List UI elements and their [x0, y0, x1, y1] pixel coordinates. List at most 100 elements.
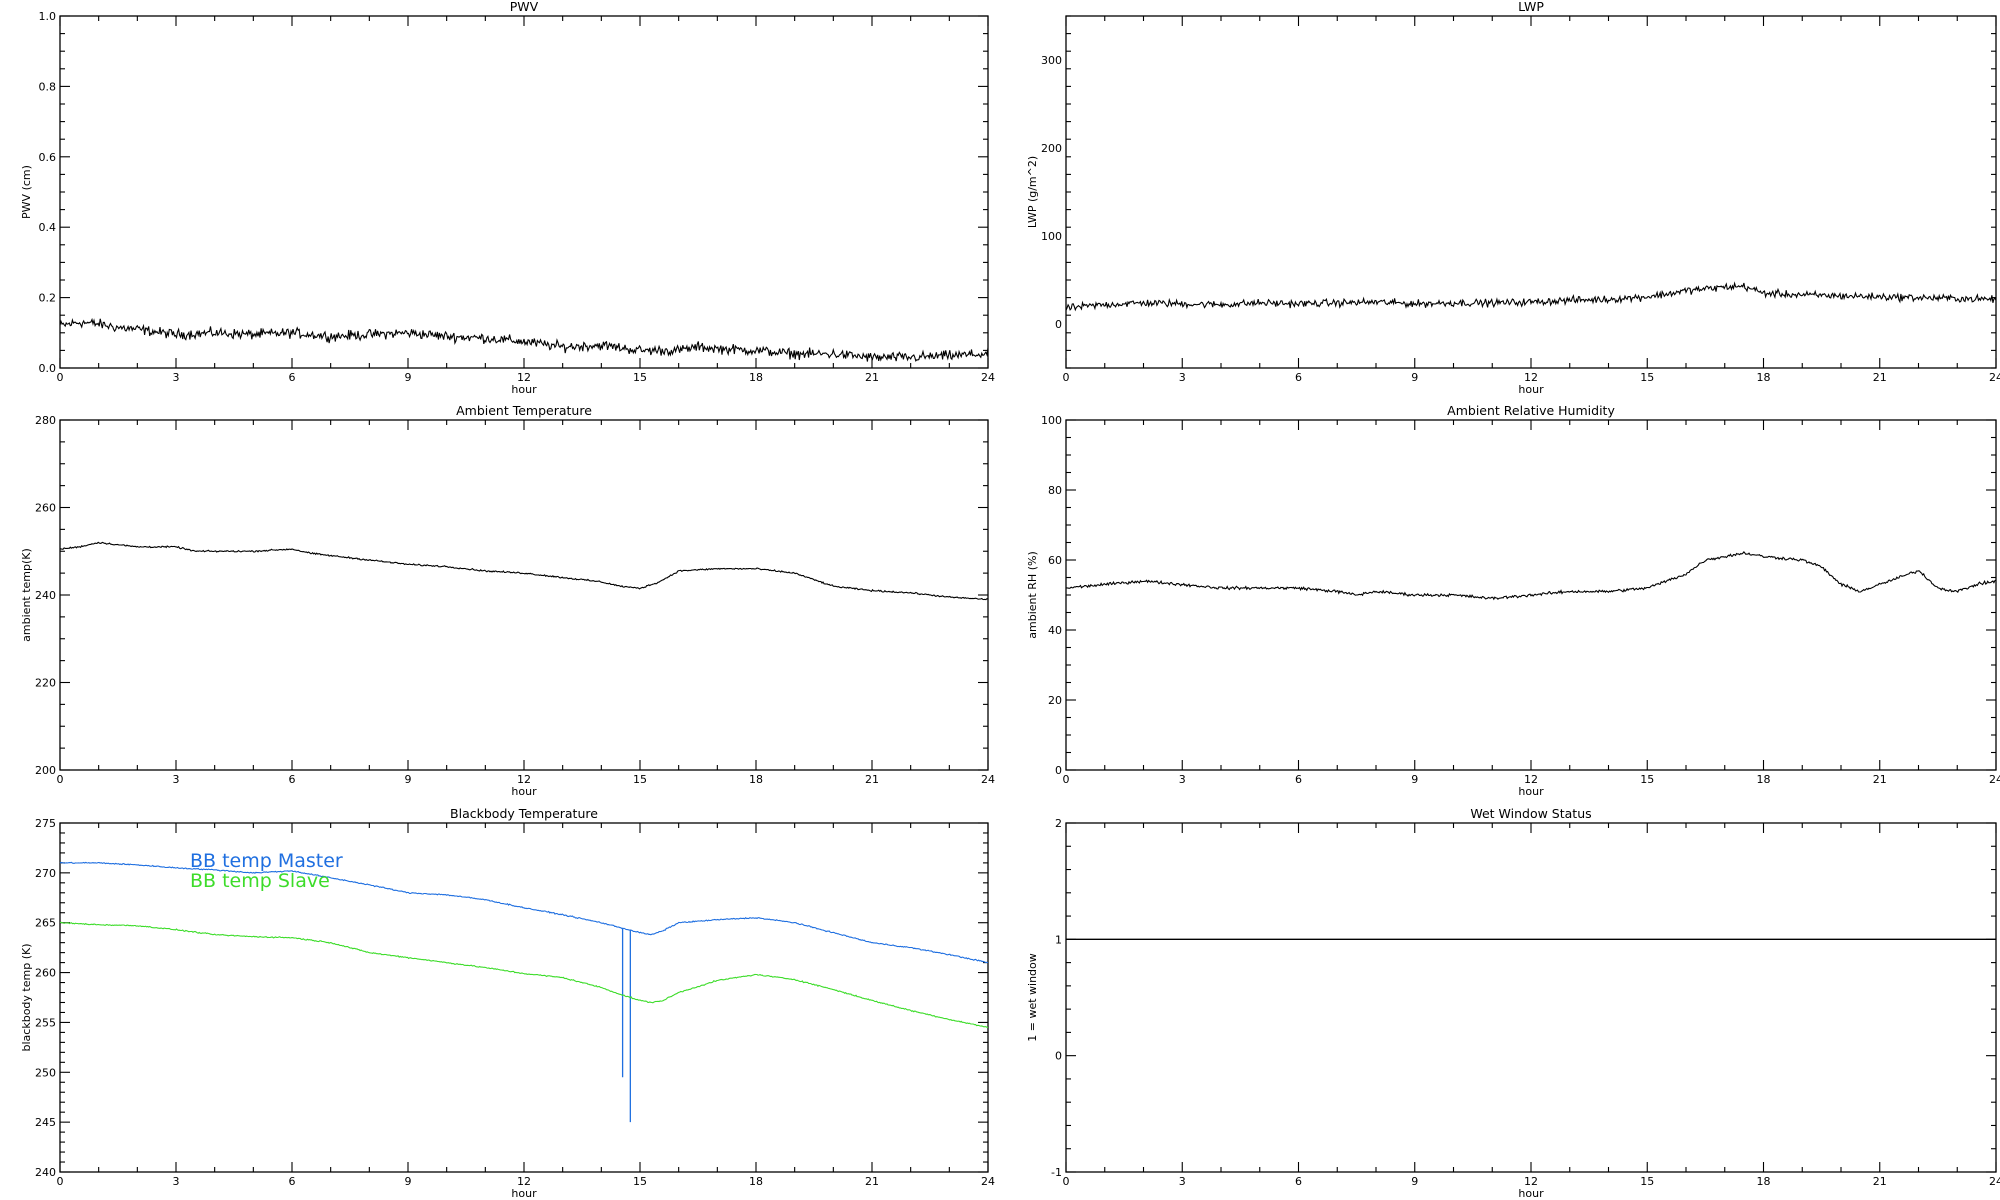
- y-tick-label: 255: [35, 1016, 56, 1029]
- y-tick-label: 260: [35, 967, 56, 980]
- x-axis-label: hour: [1518, 1187, 1544, 1200]
- y-tick-label: 0: [1055, 1050, 1062, 1063]
- plot-frame: [1065, 15, 1997, 369]
- x-tick-label: 15: [633, 1175, 647, 1188]
- x-tick-label: 3: [173, 1175, 180, 1188]
- series-line-ambient-relative-humidity-0: [1066, 551, 1997, 601]
- x-tick-label: 21: [865, 1175, 879, 1188]
- x-axis-label: hour: [1518, 383, 1544, 396]
- series-line-bb-temp-slave: [59, 921, 989, 1028]
- x-tick-label: 21: [1873, 371, 1887, 384]
- y-tick-label: 0.4: [39, 221, 57, 234]
- x-tick-label: 3: [1179, 773, 1186, 786]
- plot-frame: [1065, 822, 1997, 1173]
- y-tick-label: 1: [1055, 933, 1062, 946]
- x-tick-label: 9: [405, 1175, 412, 1188]
- y-tick-label: -1: [1051, 1166, 1062, 1179]
- y-tick-label: 100: [1041, 230, 1062, 243]
- y-axis-label: LWP (g/m^2): [1026, 156, 1039, 228]
- y-tick-label: 245: [35, 1116, 56, 1129]
- x-tick-label: 12: [1524, 371, 1538, 384]
- x-tick-label: 9: [1411, 773, 1418, 786]
- chart-blackbody-temperature: Blackbody Temperature 0 3 6 9 12 15 18 21 24 240 24…: [20, 806, 995, 1200]
- y-tick-label: 0.6: [39, 151, 57, 164]
- x-tick-label: 15: [1640, 1175, 1654, 1188]
- y-tick-label: 300: [1041, 54, 1062, 67]
- y-tick-label: 40: [1048, 624, 1062, 637]
- x-tick-label: 15: [633, 371, 647, 384]
- x-tick-label: 24: [981, 1175, 995, 1188]
- x-tick-label: 0: [57, 1175, 64, 1188]
- y-tick-label: 280: [35, 414, 56, 427]
- x-tick-label: 21: [1873, 1175, 1887, 1188]
- y-tick-label: 0.2: [39, 292, 57, 305]
- y-tick-label: 0.8: [39, 80, 57, 93]
- x-tick-label: 6: [289, 773, 296, 786]
- legend-entry: BB temp Master: [190, 850, 343, 872]
- chart-title: Ambient Temperature: [456, 403, 592, 418]
- y-tick-label: 200: [1041, 142, 1062, 155]
- x-tick-label: 24: [1989, 773, 2000, 786]
- x-tick-label: 3: [173, 773, 180, 786]
- x-tick-label: 18: [749, 1175, 763, 1188]
- x-tick-label: 24: [981, 773, 995, 786]
- series-line-lwp-0: [1065, 281, 1997, 312]
- x-tick-label: 15: [1640, 371, 1654, 384]
- series-line-bb-temp-master: [59, 861, 989, 964]
- legend-entry: BB temp Slave: [190, 870, 330, 892]
- y-axis-label: ambient RH (%): [1026, 551, 1039, 639]
- x-tick-label: 9: [1411, 1175, 1418, 1188]
- x-tick-label: 9: [405, 773, 412, 786]
- y-axis-label: 1 = wet window: [1026, 953, 1039, 1042]
- x-tick-label: 24: [981, 371, 995, 384]
- x-tick-label: 0: [1063, 773, 1070, 786]
- x-tick-label: 6: [1295, 371, 1302, 384]
- y-tick-label: 275: [35, 817, 56, 830]
- x-tick-label: 24: [1989, 1175, 2000, 1188]
- x-tick-label: 6: [1295, 773, 1302, 786]
- chart-lwp: LWP 0 3 6 9 12 15 18 21 24 0 100 200 300 hour LWP (g/m^…: [1026, 0, 2000, 396]
- chart-title: LWP: [1518, 0, 1544, 14]
- chart-title: Wet Window Status: [1470, 806, 1591, 821]
- series-line-pwv-0: [59, 317, 989, 362]
- plot-frame: [59, 419, 989, 771]
- x-axis-label: hour: [511, 1187, 537, 1200]
- x-tick-label: 0: [57, 371, 64, 384]
- x-axis-label: hour: [511, 383, 537, 396]
- x-tick-label: 6: [289, 1175, 296, 1188]
- x-tick-label: 0: [1063, 1175, 1070, 1188]
- x-tick-label: 15: [633, 773, 647, 786]
- x-tick-label: 24: [1989, 371, 2000, 384]
- y-tick-label: 0.0: [39, 362, 57, 375]
- y-tick-label: 240: [35, 1166, 56, 1179]
- x-tick-label: 3: [173, 371, 180, 384]
- y-axis-label: blackbody temp (K): [20, 944, 33, 1052]
- x-tick-label: 12: [1524, 1175, 1538, 1188]
- x-tick-label: 21: [865, 773, 879, 786]
- y-tick-label: 240: [35, 589, 56, 602]
- x-tick-label: 15: [1640, 773, 1654, 786]
- x-tick-label: 18: [749, 773, 763, 786]
- y-tick-label: 200: [35, 764, 56, 777]
- y-tick-label: 260: [35, 502, 56, 515]
- x-tick-label: 21: [865, 371, 879, 384]
- x-tick-label: 3: [1179, 1175, 1186, 1188]
- x-tick-label: 21: [1873, 773, 1887, 786]
- x-tick-label: 0: [57, 773, 64, 786]
- y-tick-label: 60: [1048, 554, 1062, 567]
- x-tick-label: 12: [1524, 773, 1538, 786]
- x-tick-label: 18: [749, 371, 763, 384]
- x-tick-label: 18: [1757, 371, 1771, 384]
- y-tick-label: 0: [1055, 318, 1062, 331]
- chart-title: Blackbody Temperature: [450, 806, 598, 821]
- x-tick-label: 12: [517, 773, 531, 786]
- series-line-ambient-temperature-0: [59, 541, 989, 601]
- x-tick-label: 9: [1411, 371, 1418, 384]
- x-tick-label: 18: [1757, 773, 1771, 786]
- x-tick-label: 12: [517, 1175, 531, 1188]
- x-axis-label: hour: [1518, 785, 1544, 798]
- y-tick-label: 220: [35, 677, 56, 690]
- y-tick-label: 2: [1055, 817, 1062, 830]
